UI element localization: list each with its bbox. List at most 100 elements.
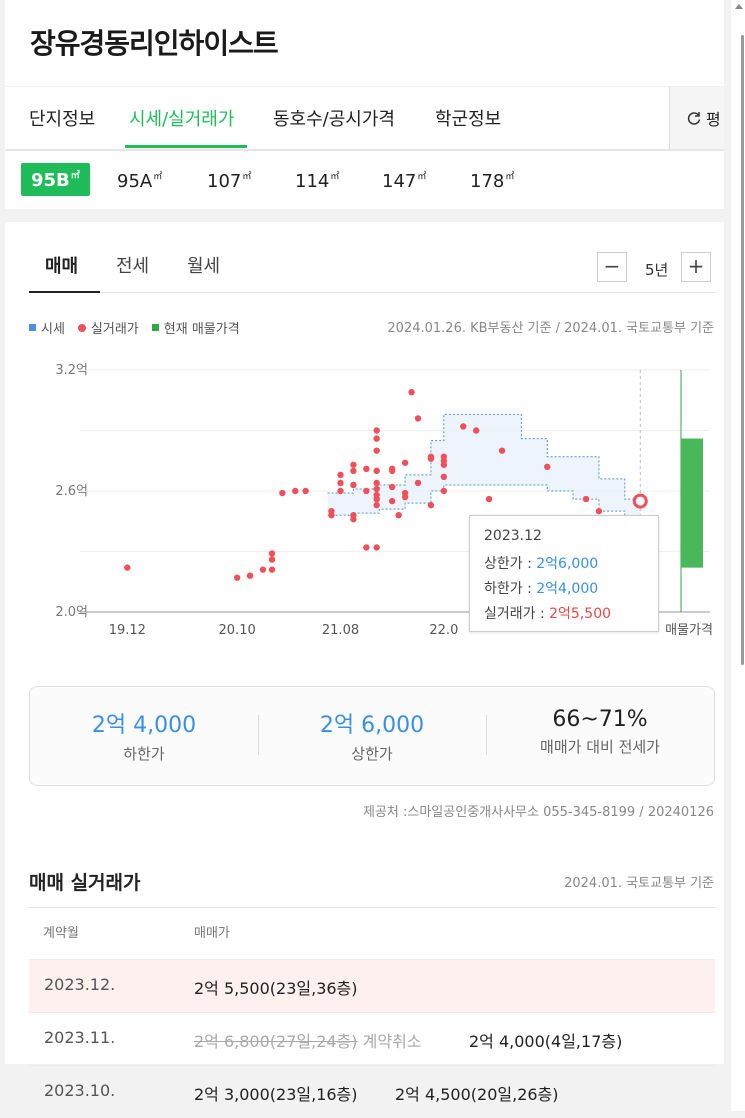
- summary-ratio: 66~71% 매매가 대비 전세가: [540, 707, 660, 756]
- deal-point: [292, 487, 299, 495]
- deal-point: [373, 427, 380, 434]
- table-row[interactable]: 2023.11. 2억 6,800(27일,24층) 계약취소 2억 4,000…: [29, 1012, 715, 1065]
- price-panel: 매매 전세 월세 − 5년 + 시세 실거래가 현재 매물가격 2024.01.…: [5, 222, 724, 1104]
- scrollbar-thumb[interactable]: [741, 35, 744, 665]
- deal-point: [373, 491, 380, 499]
- trade-tabs-divider: [29, 292, 715, 293]
- deal-point: [440, 487, 448, 495]
- deal-point: [337, 479, 344, 487]
- main-tabs: 단지정보 시세/실거래가 동호수/공시가격 학군정보 평: [5, 87, 724, 151]
- row-deal: 2억 3,000(23일,16층): [194, 1085, 358, 1104]
- active-trade-tab-indicator: [29, 291, 100, 293]
- deal-point: [472, 427, 480, 434]
- deal-point: [427, 501, 435, 509]
- unit-toggle-button[interactable]: 평: [669, 87, 724, 149]
- deal-point: [363, 487, 370, 495]
- row-month: 2023.10.: [44, 1081, 116, 1100]
- y-tick-label: 2.0억: [55, 605, 88, 620]
- x-tick-label: 매물가격: [665, 623, 713, 638]
- refresh-icon: [687, 112, 701, 125]
- x-tick-label: 22.0: [429, 623, 458, 638]
- x-tick-label: 19.12: [109, 623, 146, 638]
- deal-point: [350, 467, 357, 475]
- tab-complex-info[interactable]: 단지정보: [29, 109, 96, 130]
- row-month: 2023.12.: [44, 975, 116, 994]
- deal-point: [388, 497, 396, 505]
- deal-point: [337, 471, 344, 479]
- tooltip-upper: 상한가 : 2억6,000: [484, 556, 599, 572]
- deals-basis: 2024.01. 국토교통부 기준: [564, 876, 714, 891]
- deal-point: [485, 495, 493, 503]
- deal-point: [414, 415, 422, 422]
- deal-point: [363, 465, 370, 473]
- table-row[interactable]: 2023.10. 2억 3,000(23일,16층) 2억 4,500(20일,…: [29, 1065, 715, 1118]
- tab-school[interactable]: 학군정보: [435, 109, 502, 130]
- deal-point: [268, 550, 276, 557]
- scrollbar[interactable]: [731, 0, 745, 1111]
- deal-point: [233, 574, 241, 581]
- selected-deal-point: [632, 493, 648, 509]
- tab-unit-price[interactable]: 동호수/공시가격: [273, 109, 395, 130]
- row-deal: 2억 4,000(4일,17층): [469, 1032, 623, 1051]
- deal-point: [337, 487, 344, 495]
- table-row[interactable]: 2023.12. 2억 5,500(23일,36층): [29, 959, 715, 1012]
- area-option[interactable]: 95A㎡: [117, 171, 163, 192]
- tab-price[interactable]: 시세/실거래가: [129, 109, 235, 130]
- area-option[interactable]: 114㎡: [295, 171, 340, 192]
- area-option[interactable]: 147㎡: [382, 171, 427, 192]
- area-option[interactable]: 95B㎡: [21, 163, 90, 196]
- deal-point: [350, 461, 357, 468]
- provider-info: 제공처 :스마일공인중개사사무소 055-345-8199 / 20240126: [363, 805, 714, 820]
- area-selector: 95B㎡ 95A㎡ 107㎡ 114㎡ 147㎡ 178㎡: [5, 151, 724, 209]
- scroll-up-arrow-icon[interactable]: [735, 4, 743, 9]
- period-plus-button[interactable]: +: [681, 252, 711, 282]
- divider: [486, 715, 487, 755]
- price-summary: 2억 4,000 하한가 2억 6,000 상한가 66~71% 매매가 대비 전세가: [29, 686, 715, 786]
- header-price: 매매가: [194, 926, 230, 941]
- tab-jeonse[interactable]: 전세: [116, 256, 150, 277]
- price-chart[interactable]: 3.2억 2.6억 2.0억 19.12 20.10 21.08 22.0 매물가격: [5, 352, 724, 642]
- row-deal: 2억 5,500(23일,36층): [194, 979, 358, 998]
- data-basis: 2024.01.26. KB부동산 기준 / 2024.01. 국토교통부 기준: [387, 321, 714, 336]
- legend-real: 실거래가: [90, 322, 139, 337]
- deal-point: [388, 465, 396, 473]
- area-option[interactable]: 107㎡: [207, 171, 252, 192]
- deal-point: [440, 473, 448, 481]
- deal-point: [388, 483, 396, 491]
- deal-point: [373, 447, 380, 454]
- deal-point: [414, 479, 422, 487]
- tooltip-lower: 하한가 : 2억4,000: [484, 581, 599, 597]
- header: 장유경동리인하이스트: [5, 0, 724, 86]
- deal-point: [373, 544, 380, 551]
- tab-sale[interactable]: 매매: [45, 256, 79, 277]
- unit-toggle-label: 평: [706, 110, 721, 129]
- active-tab-indicator: [125, 145, 247, 148]
- deal-point: [401, 489, 409, 497]
- x-tick-label: 20.10: [219, 623, 256, 638]
- deal-point: [373, 435, 380, 442]
- legend-square-icon: [29, 324, 36, 331]
- header-month: 계약월: [43, 926, 79, 941]
- deal-point: [246, 572, 254, 579]
- area-option[interactable]: 178㎡: [470, 171, 515, 192]
- y-tick-label: 3.2억: [55, 363, 88, 378]
- deal-point: [373, 467, 380, 475]
- deal-point: [328, 507, 335, 515]
- deal-point: [302, 487, 309, 495]
- listing-range-bar: [681, 438, 703, 568]
- deal-point: [268, 566, 276, 573]
- tab-monthly-rent[interactable]: 월세: [187, 256, 221, 277]
- deal-point: [373, 479, 380, 487]
- deal-point: [279, 489, 286, 497]
- lower-price-line: [327, 484, 641, 552]
- price-band: [327, 414, 641, 552]
- period-minus-button[interactable]: −: [597, 252, 627, 282]
- deal-point: [582, 495, 590, 503]
- legend: 시세 실거래가 현재 매물가격: [29, 318, 240, 337]
- deals-title: 매매 실거래가: [29, 872, 141, 894]
- legend-dot-icon: [77, 323, 86, 332]
- cancel-note: 계약취소: [362, 1032, 422, 1051]
- upper-price-line: [327, 413, 641, 500]
- deal-point: [350, 512, 357, 519]
- deal-point: [373, 501, 380, 509]
